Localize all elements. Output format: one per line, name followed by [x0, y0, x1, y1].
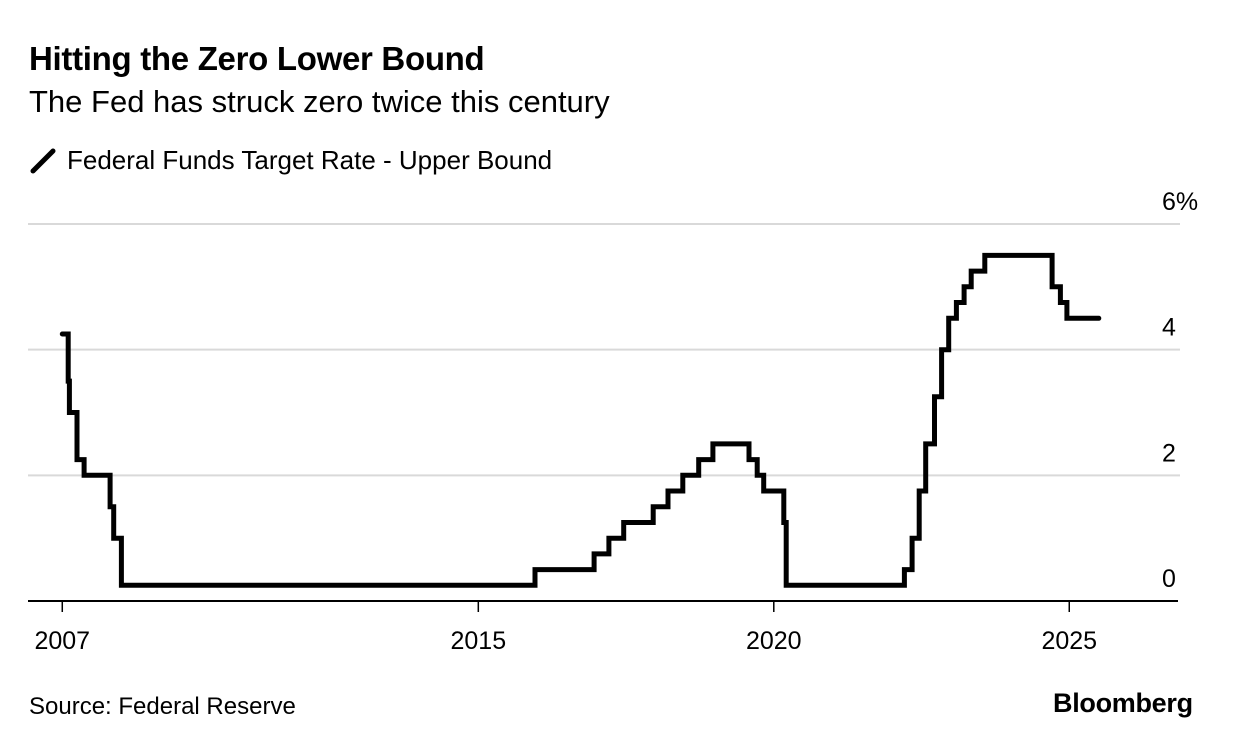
y-tick-label: 2: [1162, 439, 1176, 467]
chart-subtitle: The Fed has struck zero twice this centu…: [29, 84, 610, 119]
x-axis: [28, 600, 1178, 612]
legend-label: Federal Funds Target Rate - Upper Bound: [67, 145, 553, 175]
source-note: Source: Federal Reserve: [29, 693, 296, 720]
series: [59, 252, 1102, 588]
line-swatch-icon: [30, 148, 56, 173]
series-line-0: [59, 252, 1102, 588]
x-tick-label: 2020: [746, 627, 802, 655]
y-tick-label: 6%: [1162, 188, 1198, 216]
axis-labels: 0 2 4 6% 2007 2015 2020 2025: [34, 188, 1198, 655]
bloomberg-logo: Bloomberg: [1053, 688, 1193, 718]
y-tick-label: 0: [1162, 565, 1176, 593]
legend: Federal Funds Target Rate - Upper Bound: [29, 145, 552, 176]
x-tick-label: 2025: [1041, 627, 1097, 655]
chart-title: Hitting the Zero Lower Bound: [29, 40, 485, 77]
gridlines: [28, 223, 1180, 477]
y-tick-label: 4: [1162, 314, 1176, 342]
x-tick-label: 2015: [450, 627, 506, 655]
x-tick-label: 2007: [34, 627, 90, 655]
